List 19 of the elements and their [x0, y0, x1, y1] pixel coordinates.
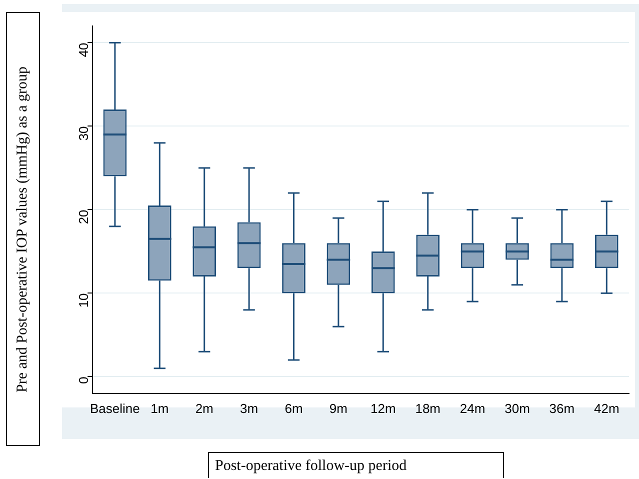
x-tick-label: 18m — [415, 400, 440, 416]
x-tick-label: 36m — [549, 400, 575, 416]
x-tick-label: 24m — [460, 400, 486, 416]
x-tick-label: 42m — [594, 400, 620, 416]
x-tick-label: 12m — [370, 400, 396, 416]
y-tick-label: 10 — [76, 293, 92, 308]
x-tick-label: 9m — [329, 400, 348, 416]
x-tick-label: 6m — [284, 400, 303, 416]
x-tick-label: 2m — [195, 400, 214, 416]
y-axis-title: Pre and Post-operative IOP values (mmHg) as a group — [14, 66, 32, 392]
x-tick-label: 1m — [150, 400, 169, 416]
y-tick-label: 20 — [76, 210, 92, 224]
x-tick-label: 3m — [240, 400, 258, 416]
y-tick-label: 30 — [76, 126, 92, 141]
x-tick-label: 30m — [504, 400, 530, 416]
x-tick-label: Baseline — [90, 400, 140, 416]
y-tick-label: 0 — [76, 376, 92, 384]
y-tick-label: 40 — [76, 42, 92, 58]
x-axis-title: Post-operative follow-up period — [208, 452, 504, 478]
